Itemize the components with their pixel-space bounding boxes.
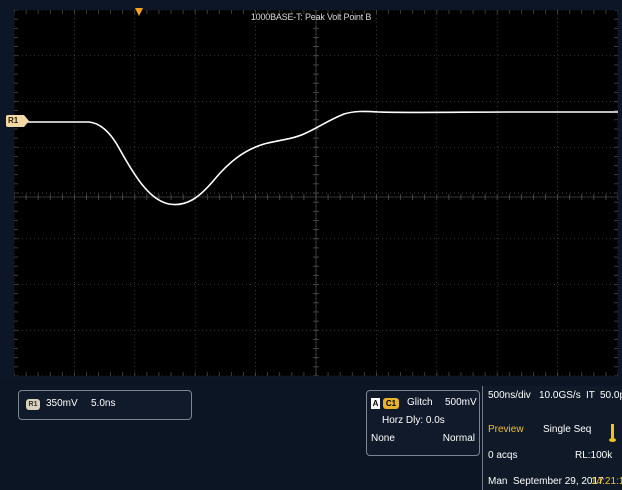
acquisition-mode-short: IT: [586, 390, 595, 401]
waveform-area: 1000BASE-T: Peak Volt Point B R1: [6, 8, 619, 377]
record-length: RL:100k: [575, 450, 613, 461]
acquisition-count: 0 acqs: [488, 450, 518, 461]
acquisition-sequence: Single Seq: [543, 424, 592, 435]
trigger-coupling: Normal: [442, 433, 475, 444]
reference-panel[interactable]: R1 350mV 5.0ns: [18, 390, 192, 420]
waveform-svg: [13, 9, 619, 377]
reference-level-marker[interactable]: R1: [6, 115, 29, 127]
resolution: 50.0ps/pt: [600, 390, 622, 401]
sample-rate: 10.0GS/s: [539, 390, 581, 401]
trigger-type: Glitch: [407, 397, 433, 408]
acquisition-date: September 29, 2017: [513, 476, 604, 487]
reference-badge: R1: [26, 399, 40, 410]
reference-time-scale: 5.0ns: [91, 398, 116, 409]
trigger-source-letter: A: [371, 398, 380, 409]
trigger-mode: None: [371, 433, 395, 444]
acquisition-time: 14:21:19: [591, 476, 622, 487]
waveform-title: 1000BASE-T: Peak Volt Point B: [250, 12, 372, 22]
trigger-position-marker-icon[interactable]: [135, 8, 143, 16]
horizontal-delay: Horz Dly: 0.0s: [382, 415, 445, 426]
graticule-grid: [13, 9, 619, 377]
trigger-level: 500mV: [445, 397, 477, 408]
single-sequence-marker-icon: [609, 424, 616, 442]
trigger-channel-badge: C1: [383, 398, 399, 409]
trigger-panel[interactable]: A C1 Glitch 500mV Horz Dly: 0.0s None No…: [366, 390, 480, 456]
acquisition-panel[interactable]: 500ns/div 10.0GS/s IT 50.0ps/pt Preview …: [482, 386, 622, 490]
horizontal-scale: 500ns/div: [488, 390, 531, 401]
user-mode: Man: [488, 476, 508, 487]
preview-status: Preview: [488, 424, 524, 435]
status-bar: R1 350mV 5.0ns A C1 Glitch 500mV Horz Dl…: [0, 380, 622, 490]
graticule-screen[interactable]: [13, 9, 619, 377]
reference-trace: [24, 110, 618, 206]
reference-vertical-scale: 350mV: [46, 398, 78, 409]
